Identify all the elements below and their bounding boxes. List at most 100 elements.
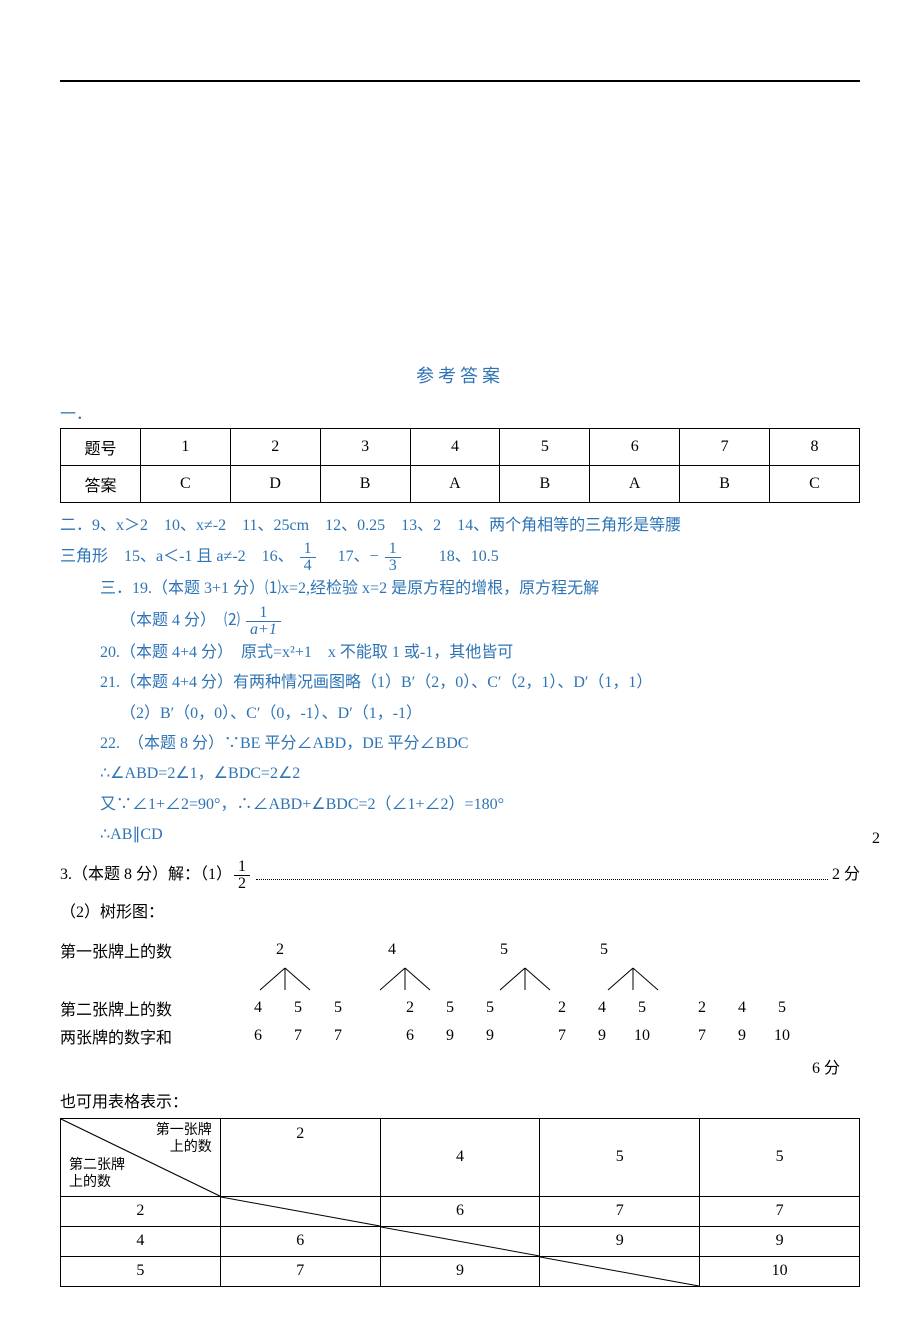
answer-table: 题号 1 2 3 4 5 6 7 8 答案 C D B A B A B C (60, 428, 860, 503)
text: 上的数 (69, 1175, 111, 1190)
q22d: ∴AB∥CD 2 (60, 820, 860, 850)
margin-score: 2 (872, 824, 880, 854)
cell: C (770, 466, 860, 503)
table-row: 答案 C D B A B A B C (61, 466, 860, 503)
fraction: 1 3 (385, 541, 401, 574)
table-row: 2677 (61, 1196, 860, 1226)
fraction: 1 a+1 (246, 605, 281, 638)
cell: 6 (220, 1226, 380, 1256)
tree-diagram: 第一张牌上的数 2 4 5 5 第二张牌上的数 455255245245 两张牌… (60, 938, 860, 1048)
tree-val: 9 (478, 1027, 502, 1045)
q20: 20.（本题 4+4 分） 原式=x²+1 x 不能取 1 或-1，其他皆可 (60, 638, 860, 668)
cell: 4 (410, 429, 500, 466)
q22a: 22. （本题 8 分）∵BE 平分∠ABD，DE 平分∠BDC (60, 729, 860, 759)
q21a: 21.（本题 4+4 分）有两种情况画图略（1）B′（2，0）、C′（2，1）、… (60, 668, 860, 698)
cell: 9 (540, 1226, 700, 1256)
q19a: 三．19.（本题 3+1 分）⑴x=2,经检验 x=2 是原方程的增根，原方程无… (60, 574, 860, 604)
tree-val: 5 (478, 999, 502, 1017)
cell: 1 (140, 429, 230, 466)
cell: B (500, 466, 590, 503)
cell: A (410, 466, 500, 503)
tree-val: 5 (438, 999, 462, 1017)
text: （本题 4 分） ⑵ (120, 612, 240, 629)
table-row: 579 10 (61, 1256, 860, 1286)
tree-val: 5 (326, 999, 350, 1017)
also-table-label: 也可用表格表示： (60, 1088, 860, 1112)
tree-label-sum: 两张牌的数字和 (60, 1024, 240, 1048)
row-header: 4 (61, 1226, 221, 1256)
tree-val: 6 (246, 1027, 270, 1045)
cell: B (680, 466, 770, 503)
col-header: 4 (380, 1118, 540, 1196)
q23-line2: （2）树形图： (60, 898, 860, 928)
dot-leader (256, 870, 828, 880)
branch-icon (598, 966, 668, 992)
text: 18、10.5 (407, 549, 499, 566)
text: 三角形 15、a＜-1 且 a≠-2 16、 (60, 549, 294, 566)
tree-val: 6 (398, 1027, 422, 1045)
cell: 5 (500, 429, 590, 466)
cell: 题号 (61, 429, 141, 466)
cell: 7 (700, 1196, 860, 1226)
tree-val: 4 (246, 999, 270, 1017)
col-header: 5 (540, 1118, 700, 1196)
section-two-line2: 三角形 15、a＜-1 且 a≠-2 16、 1 4 17、− 1 3 18、1… (60, 541, 860, 574)
tree-sum-values: 67769979107910 (240, 1027, 860, 1045)
tree-val: 5 (500, 941, 508, 959)
branch-icon (370, 966, 440, 992)
branch-icon (250, 966, 320, 992)
text: 3.（本题 8 分）解：（1） (60, 860, 232, 890)
q22b: ∴∠ABD=2∠1，∠BDC=2∠2 (60, 759, 860, 789)
text: 17、− (322, 549, 379, 566)
text: 第二张牌 (69, 1158, 125, 1173)
tree-val: 10 (770, 1027, 794, 1045)
tree-val: 9 (590, 1027, 614, 1045)
section-one-label: 一． (60, 400, 860, 424)
tree-val: 5 (630, 999, 654, 1017)
text: ∴AB∥CD (100, 826, 163, 843)
tree-val: 4 (590, 999, 614, 1017)
tree-label-first: 第一张牌上的数 (60, 938, 240, 962)
fraction: 1 4 (300, 541, 316, 574)
tree-val: 7 (286, 1027, 310, 1045)
tree-second-values: 455255245245 (240, 999, 860, 1017)
section-two-line1: 二．9、x＞2 10、x≠-2 11、25cm 12、0.25 13、2 14、… (60, 511, 860, 541)
cell: 9 (700, 1226, 860, 1256)
cell: 9 (380, 1256, 540, 1286)
row-header: 2 (61, 1196, 221, 1226)
branch-icon (490, 966, 560, 992)
tree-val: 9 (438, 1027, 462, 1045)
cell (540, 1256, 700, 1286)
tree-val: 5 (600, 941, 608, 959)
cell: B (320, 466, 410, 503)
text: 第一张牌 (156, 1123, 212, 1138)
table-row: 46 99 (61, 1226, 860, 1256)
cell: 7 (220, 1256, 380, 1286)
diagonal-header: 第一张牌 上的数 第二张牌 上的数 (61, 1119, 220, 1196)
cross-table: 第一张牌 上的数 第二张牌 上的数 2 4 5 5 2677469957910 (60, 1118, 860, 1287)
tree-val: 7 (326, 1027, 350, 1045)
cell: 7 (680, 429, 770, 466)
tree-label-second: 第二张牌上的数 (60, 996, 240, 1020)
cell: C (140, 466, 230, 503)
tree-val: 9 (730, 1027, 754, 1045)
q22c: 又∵∠1+∠2=90°，∴∠ABD+∠BDC=2（∠1+∠2）=180° (60, 790, 860, 820)
cell: 答案 (61, 466, 141, 503)
row-header: 5 (61, 1256, 221, 1286)
tree-val: 4 (730, 999, 754, 1017)
cell: 8 (770, 429, 860, 466)
top-rule (60, 80, 860, 82)
cell: 10 (700, 1256, 860, 1286)
tree-val: 7 (690, 1027, 714, 1045)
fraction: 1 2 (234, 859, 250, 892)
six-points: 6 分 (60, 1054, 860, 1078)
tree-val: 5 (770, 999, 794, 1017)
cell: 6 (380, 1196, 540, 1226)
page-title: 参考答案 (60, 362, 860, 388)
score: 2 分 (832, 860, 860, 890)
cell: 3 (320, 429, 410, 466)
cell: A (590, 466, 680, 503)
tree-val: 10 (630, 1027, 654, 1045)
cell: 7 (540, 1196, 700, 1226)
tree-val: 7 (550, 1027, 574, 1045)
